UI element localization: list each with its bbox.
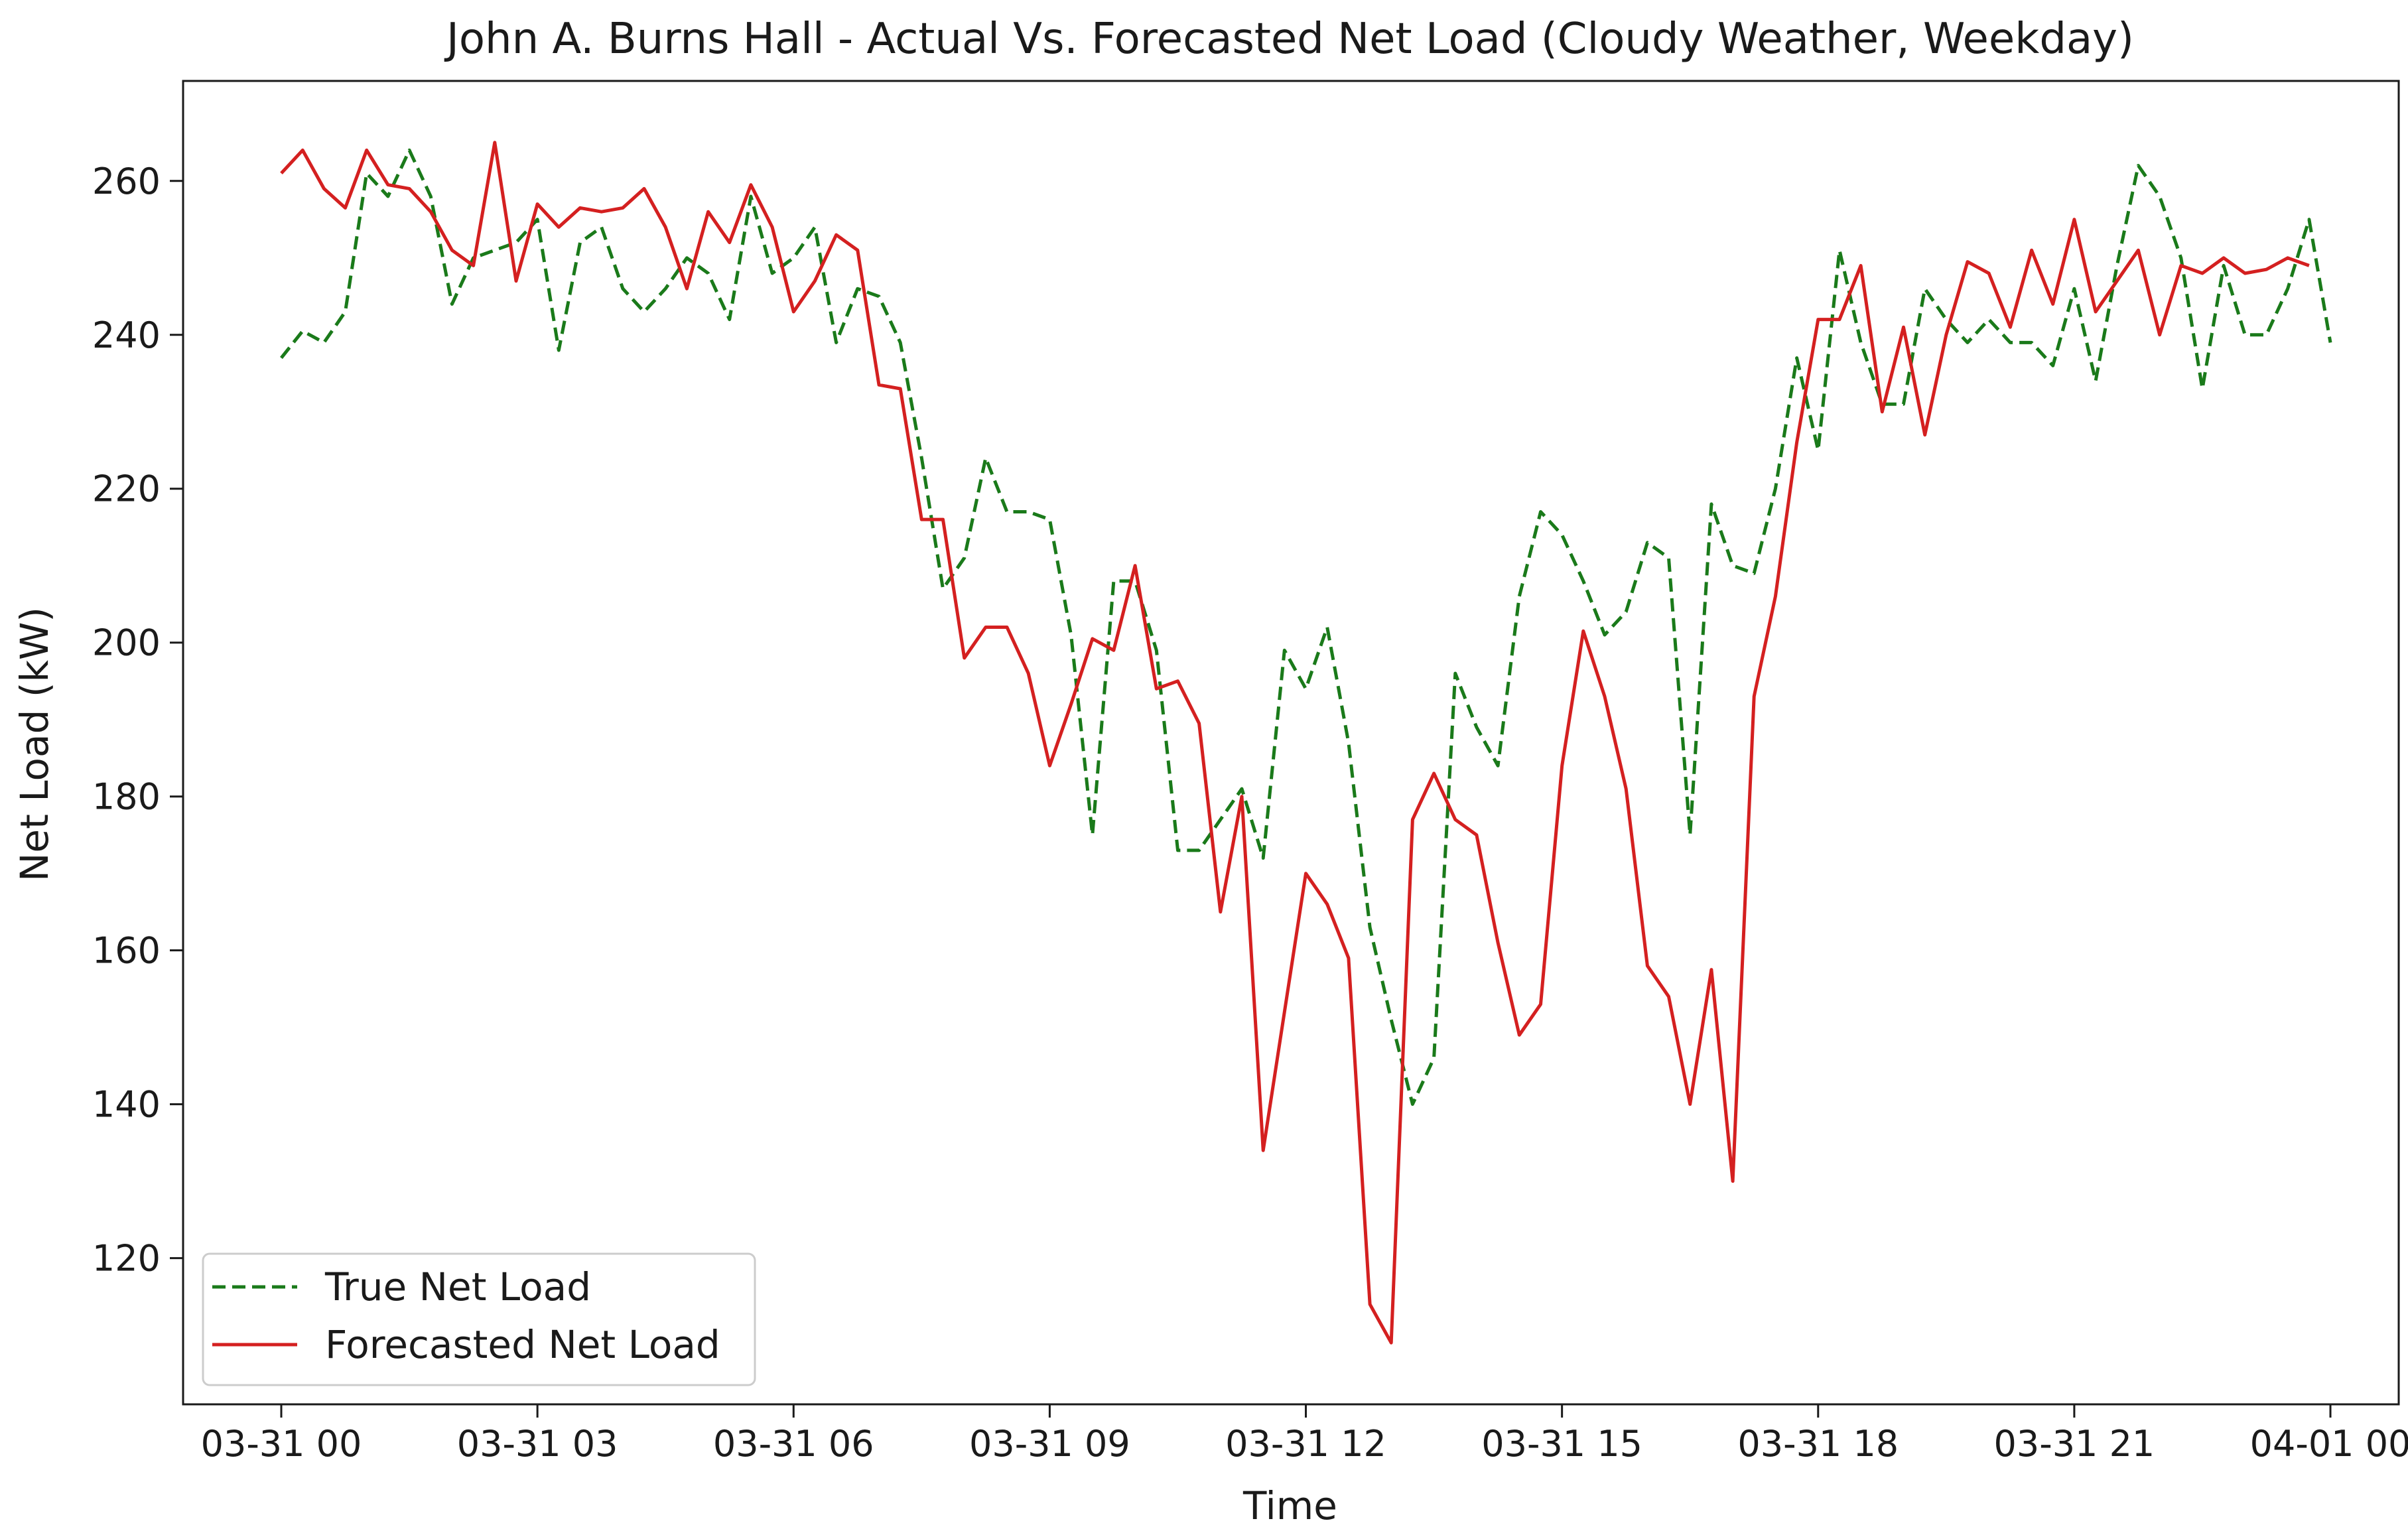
series-line-forecasted-net-load <box>280 141 2310 1345</box>
x-tick-label: 03-31 09 <box>969 1423 1130 1465</box>
series-line-true-net-load <box>280 148 2332 1106</box>
chart-title: John A. Burns Hall - Actual Vs. Forecast… <box>444 15 2134 64</box>
x-tick-label: 03-31 00 <box>201 1423 362 1465</box>
x-axis: 03-31 00 03-31 03 03-31 06 03-31 09 03-31 12… <box>201 1404 2408 1465</box>
legend-box <box>202 1252 756 1386</box>
x-tick-label: 03-31 18 <box>1737 1423 1899 1465</box>
x-tick-label: 03-31 12 <box>1225 1423 1386 1465</box>
y-tick-label: 140 <box>92 1084 161 1126</box>
x-tick-label: 03-31 21 <box>1994 1423 2155 1465</box>
y-tick-label: 240 <box>92 314 161 356</box>
x-tick-label: 03-31 15 <box>1481 1423 1642 1465</box>
y-tick-label: 160 <box>92 930 161 972</box>
x-tick-label: 03-31 03 <box>457 1423 618 1465</box>
y-tick-label: 220 <box>92 468 161 510</box>
plot-area-frame <box>182 80 2400 1406</box>
legend-label-true-net-load: True Net Load <box>324 1264 591 1309</box>
y-tick-label: 260 <box>92 161 161 202</box>
x-tick-label: 04-01 00 <box>2250 1423 2408 1465</box>
y-axis: 120 140 160 180 200 220 240 260 <box>92 161 183 1280</box>
y-tick-label: 120 <box>92 1238 161 1280</box>
legend: True Net Load Forecasted Net Load <box>202 1252 756 1386</box>
y-axis-label: Net Load (kW) <box>12 607 57 882</box>
x-tick-label: 03-31 06 <box>713 1423 874 1465</box>
x-axis-label: Time <box>1242 1483 1337 1528</box>
y-tick-label: 200 <box>92 622 161 664</box>
y-tick-label: 180 <box>92 776 161 818</box>
series-layer <box>280 141 2332 1345</box>
legend-label-forecasted-net-load: Forecasted Net Load <box>325 1322 720 1367</box>
